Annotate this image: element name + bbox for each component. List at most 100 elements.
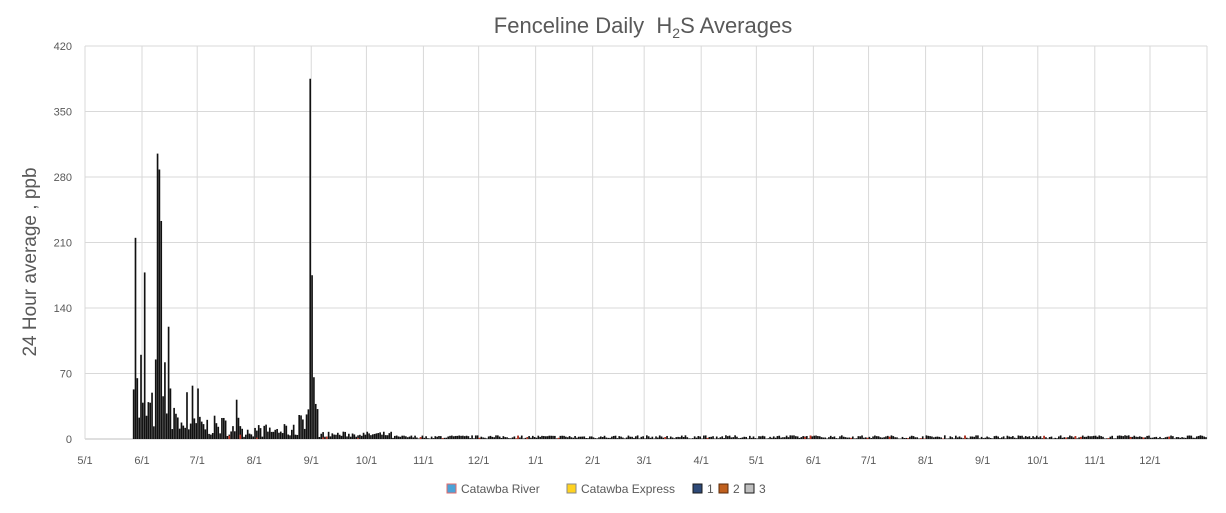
bar (629, 436, 632, 439)
bar-series-2 (907, 438, 909, 439)
bar (449, 435, 451, 439)
bar (566, 437, 569, 439)
bar (872, 436, 874, 439)
bar (1109, 436, 1112, 439)
bar (491, 436, 494, 439)
bar (1195, 436, 1198, 439)
bar (320, 433, 323, 439)
bar (443, 437, 446, 439)
bar (931, 436, 933, 439)
legend-label: Catawba River (461, 482, 540, 496)
chart-title: Fenceline Daily H2S Averages (494, 13, 792, 41)
bar (966, 437, 968, 439)
bar (296, 434, 299, 439)
bar (224, 420, 227, 439)
bar (576, 437, 578, 439)
bar (960, 437, 963, 439)
bar (421, 435, 424, 439)
bar-series-2 (441, 438, 444, 439)
bar (502, 436, 505, 439)
bar (863, 437, 865, 439)
bar (180, 422, 183, 439)
legend-item[interactable]: 1 (692, 482, 714, 496)
bar (1188, 435, 1191, 439)
bar (511, 437, 514, 439)
bar (504, 437, 507, 439)
bar (432, 438, 435, 439)
bar (699, 436, 701, 439)
bar (313, 377, 315, 439)
bar (274, 429, 277, 439)
bar (701, 438, 703, 439)
bar (202, 424, 205, 439)
bar (951, 437, 953, 439)
bar-series-2 (517, 435, 519, 439)
bar (140, 354, 142, 439)
bar (1140, 436, 1143, 439)
bar (874, 435, 876, 439)
bar (642, 436, 644, 439)
bar (439, 436, 442, 439)
bar (1092, 435, 1095, 439)
bar (311, 275, 313, 439)
bar (932, 437, 935, 439)
bar (1135, 436, 1137, 439)
bar (287, 434, 289, 439)
bar (763, 436, 766, 439)
bar (1192, 437, 1194, 439)
bar (726, 436, 729, 439)
bar (890, 435, 893, 439)
legend-swatch (566, 483, 577, 494)
bar (206, 419, 209, 439)
bar (853, 438, 856, 439)
chart-title-prefix: Fenceline Daily H (494, 13, 673, 38)
bar (934, 436, 937, 439)
bar (673, 438, 676, 439)
bar (162, 396, 164, 439)
bar (322, 432, 324, 439)
bar (719, 437, 722, 439)
bar (877, 436, 880, 439)
bar (497, 435, 499, 439)
bar (237, 417, 240, 439)
legend-label: 3 (759, 482, 766, 496)
bar (346, 436, 348, 439)
bar (688, 438, 690, 439)
legend-item[interactable]: Catawba Express (566, 482, 675, 496)
legend-item[interactable]: Catawba River (446, 482, 540, 496)
bar (1098, 435, 1101, 439)
bar (189, 423, 192, 439)
bar (697, 436, 700, 439)
x-tick-label: 8/1 (247, 455, 262, 467)
x-tick-label: 5/1 (749, 455, 764, 467)
bar (903, 438, 906, 439)
bar (167, 326, 170, 439)
bar (938, 436, 941, 439)
bar (270, 431, 273, 439)
legend-item[interactable]: 3 (744, 482, 766, 496)
bar (723, 438, 725, 439)
bar (377, 433, 380, 439)
bar (412, 437, 415, 439)
bar (1015, 438, 1018, 439)
bar (581, 436, 584, 439)
bar (331, 433, 334, 439)
legend-item[interactable]: 2 (718, 482, 740, 496)
bar (831, 437, 834, 439)
bar (482, 437, 484, 439)
bar (982, 438, 985, 439)
bar (451, 435, 453, 439)
bar (522, 438, 525, 439)
bar (476, 435, 479, 439)
bar (883, 437, 885, 439)
bar (840, 435, 843, 439)
bar (638, 438, 641, 439)
bar (767, 438, 770, 439)
bar (454, 435, 457, 439)
bar (682, 437, 685, 439)
bar (885, 436, 887, 439)
bar (186, 392, 188, 439)
bar (513, 436, 516, 439)
bar-series-2 (419, 437, 422, 439)
bar (265, 424, 267, 439)
